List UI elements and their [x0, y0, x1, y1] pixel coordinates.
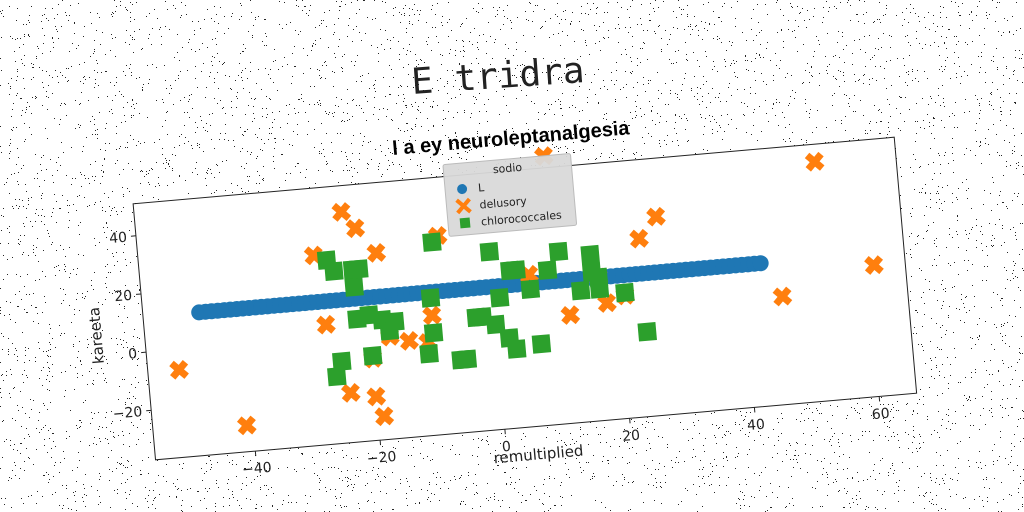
x-tick-label: −40 — [241, 460, 272, 479]
point-delusory — [348, 221, 363, 236]
point-chlorococcales — [349, 259, 369, 279]
point-delusory — [807, 154, 822, 169]
y-tick-label: 40 — [109, 230, 128, 247]
point-chlorococcales — [324, 261, 344, 281]
point-delusory — [631, 231, 646, 246]
point-chlorococcales — [590, 279, 610, 299]
point-chlorococcales — [363, 346, 383, 366]
point-chlorococcales — [422, 232, 442, 252]
figure-suptitle: E tridra — [410, 50, 586, 103]
point-delusory — [563, 307, 578, 322]
y-tick-label: −20 — [112, 404, 143, 423]
point-chlorococcales — [458, 349, 478, 369]
chart-title: l a ey neuroleptanalgesia — [391, 117, 631, 160]
legend-marker-chlorococcales — [460, 218, 471, 229]
point-chlorococcales — [419, 344, 439, 364]
y-tick-label: 0 — [128, 346, 138, 363]
point-chlorococcales — [507, 339, 527, 359]
legend: sodio L delusory chlorococcales — [443, 153, 577, 236]
point-delusory — [402, 333, 417, 348]
point-chlorococcales — [637, 322, 657, 342]
x-tick-label: 20 — [622, 428, 641, 445]
x-tick-label: 60 — [871, 406, 890, 423]
point-chlorococcales — [506, 260, 526, 280]
point-delusory — [171, 362, 186, 377]
point-chlorococcales — [421, 288, 441, 308]
x-tick-label: −20 — [366, 449, 397, 468]
point-delusory — [369, 245, 384, 260]
y-axis-label: kareeta — [85, 306, 108, 364]
point-chlorococcales — [424, 323, 444, 343]
point-chlorococcales — [344, 277, 364, 297]
chart-rotated-group: l a ey neuroleptanalgesia −40−200204060 … — [73, 94, 920, 501]
point-delusory — [648, 209, 663, 224]
point-chlorococcales — [490, 288, 510, 308]
point-chlorococcales — [480, 242, 500, 262]
point-delusory — [866, 257, 881, 272]
point-chlorococcales — [615, 283, 635, 303]
point-chlorococcales — [549, 242, 569, 262]
point-delusory — [775, 289, 790, 304]
point-chlorococcales — [538, 260, 558, 280]
point-chlorococcales — [571, 281, 591, 301]
y-tick-label: 20 — [114, 288, 133, 305]
legend-title: sodio — [492, 161, 523, 177]
point-delusory — [424, 308, 439, 323]
point-chlorococcales — [385, 312, 405, 332]
point-delusory — [318, 317, 333, 332]
point-chlorococcales — [532, 334, 552, 354]
point-chlorococcales — [521, 279, 541, 299]
point-chlorococcales — [332, 352, 352, 372]
point-delusory — [334, 204, 349, 219]
point-delusory — [343, 385, 358, 400]
point-delusory — [369, 389, 384, 404]
point-delusory — [377, 409, 392, 424]
x-tick-label: 40 — [746, 417, 765, 434]
point-delusory — [239, 418, 254, 433]
point-chlorococcales — [580, 245, 600, 265]
